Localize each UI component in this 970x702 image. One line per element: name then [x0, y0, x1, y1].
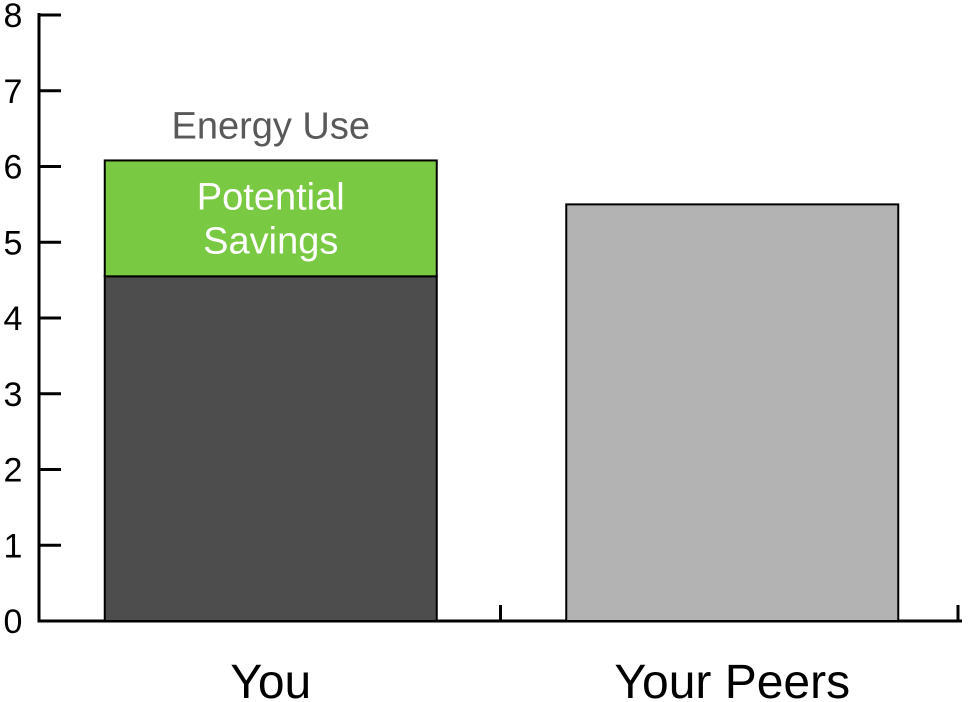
y-tick-label-4: 4: [4, 300, 23, 338]
y-tick-label-3: 3: [4, 376, 23, 414]
axes: 0 1 2 3 4 5 6 7 8 You Your Peers: [4, 0, 962, 702]
y-tick-label-7: 7: [4, 73, 23, 111]
bars: [103, 159, 900, 622]
x-category-label-1: You: [230, 656, 311, 702]
y-tick-label-6: 6: [4, 149, 23, 187]
x-category-label-2: Your Peers: [614, 656, 850, 702]
bar-you-segment-1: [103, 275, 438, 622]
y-tick-label-0: 0: [4, 603, 23, 641]
annotation-energy-use: Energy Use: [171, 105, 370, 147]
bar-you-segment-2: [103, 159, 438, 278]
annotation-potential-savings-line-1: Potential: [197, 176, 345, 218]
y-tick-label-1: 1: [4, 527, 23, 565]
y-tick-label-8: 8: [4, 0, 23, 35]
y-tick-label-2: 2: [4, 452, 23, 490]
bar-your-peers-segment-1: [565, 203, 900, 622]
y-tick-label-5: 5: [4, 224, 23, 262]
annotation-potential-savings-line-2: Savings: [203, 220, 338, 262]
